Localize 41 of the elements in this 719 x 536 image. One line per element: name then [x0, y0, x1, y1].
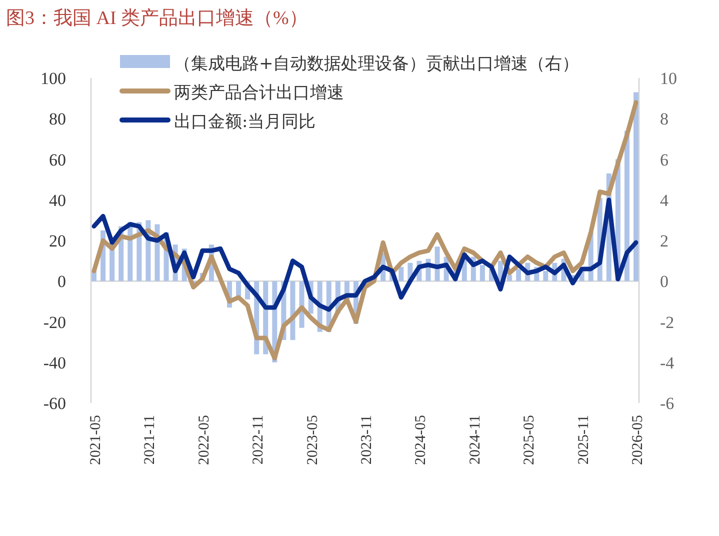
bar	[516, 268, 522, 282]
x-tick-label: 2025-05	[522, 415, 538, 465]
x-tick-label: 2024-11	[467, 415, 484, 464]
chart-title: 图3：我国 AI 类产品出口增速（%）	[6, 8, 308, 29]
bar	[398, 266, 404, 282]
y-tick-label: 40	[49, 190, 66, 210]
legend-label: （集成电路+自动数据处理设备）贡献出口增速（右）	[174, 54, 580, 74]
bar	[543, 270, 548, 282]
x-tick-label: 2026-05	[630, 415, 646, 465]
y2-tick-label: 6	[660, 150, 668, 170]
y-tick-label: -40	[43, 353, 66, 372]
y-tick-label: 80	[49, 110, 66, 129]
y-tick-label: 60	[49, 150, 66, 170]
y2-tick-label: 0	[660, 272, 668, 292]
y-tick-label: 0	[58, 272, 66, 292]
y2-tick-label: -2	[660, 312, 674, 332]
y2-tick-label: 2	[660, 232, 668, 250]
y2-tick-label: 8	[660, 110, 668, 129]
legend-label: 出口金额:当月同比	[174, 112, 316, 132]
x-tick-label: 2021-11	[142, 415, 158, 464]
x-tick-label: 2025-11	[576, 415, 592, 464]
y-tick-label: 100	[40, 69, 66, 88]
line-series	[92, 100, 638, 361]
x-tick-label: 2024-05	[413, 415, 430, 465]
x-tick-label: 2022-11	[250, 415, 267, 464]
x-tick-label: 2023-11	[359, 415, 375, 464]
y-tick-label: -20	[43, 312, 66, 332]
y-tick-label: 20	[49, 232, 66, 250]
y2-tick-label: 4	[660, 190, 669, 210]
legend-label: 两类产品合计出口增速	[174, 83, 344, 103]
line-series	[92, 198, 638, 312]
y2-tick-label: -4	[660, 353, 675, 372]
x-tick-label: 2023-05	[304, 415, 321, 465]
x-tick-label: 2021-05	[88, 415, 104, 465]
y-tick-label: -60	[43, 394, 66, 413]
x-tick-label: 2022-05	[196, 415, 212, 465]
bar	[480, 264, 485, 282]
bar	[507, 275, 512, 282]
y2-tick-label: 10	[660, 69, 677, 88]
bar	[634, 92, 638, 282]
y2-tick-label: -6	[660, 394, 674, 413]
